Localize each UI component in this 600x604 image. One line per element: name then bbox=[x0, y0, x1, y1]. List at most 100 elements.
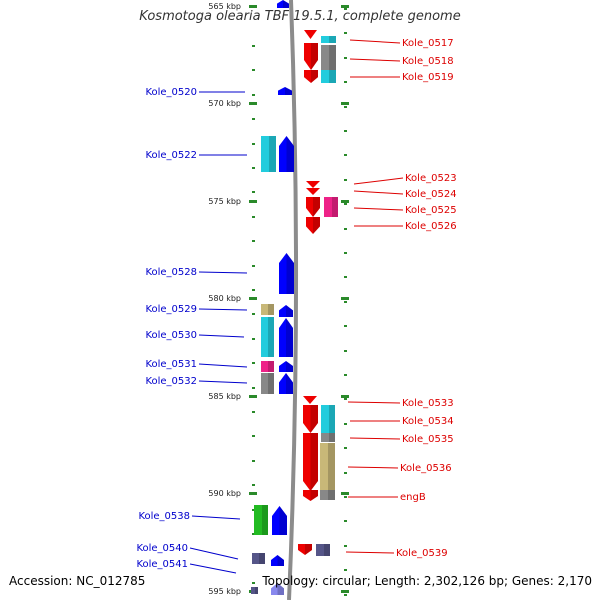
gene-label[interactable]: Kole_0525 bbox=[405, 205, 457, 216]
gene-kole-0538-shade bbox=[279, 506, 287, 535]
major-tick bbox=[249, 395, 257, 398]
gene-kole-0540-shade bbox=[259, 553, 265, 564]
gene-kole-0533 bbox=[303, 396, 317, 404]
minor-tick bbox=[252, 509, 255, 511]
gene-kole-0535-domain-shade bbox=[329, 433, 335, 442]
gene-label[interactable]: Kole_0523 bbox=[405, 173, 457, 184]
gene-kole-0525-domain bbox=[324, 197, 338, 217]
gene-kole-0525-domain-shade bbox=[332, 197, 338, 217]
tick-marks: 565 kbp 570 kbp 575 kbp 580 kbp 585 kbp 590 k… bbox=[208, 2, 349, 596]
leader-line bbox=[198, 363, 248, 368]
major-tick bbox=[341, 102, 349, 105]
minor-tick bbox=[252, 533, 255, 535]
minor-tick bbox=[252, 411, 255, 413]
gene-small-0541b-shade bbox=[255, 587, 258, 594]
major-tick bbox=[249, 297, 257, 300]
gene-label[interactable]: Kole_0531 bbox=[145, 359, 197, 370]
gene-kole-0539 bbox=[298, 544, 312, 555]
minor-tick bbox=[344, 496, 347, 498]
leader-line bbox=[198, 380, 248, 384]
minor-tick bbox=[344, 154, 347, 156]
gene-engb-domain bbox=[320, 490, 335, 500]
gene-kole-0538 bbox=[272, 506, 287, 535]
gene-label[interactable]: Kole_0526 bbox=[405, 221, 457, 232]
gene-label[interactable]: Kole_0528 bbox=[145, 267, 197, 278]
gene-kole-0536-domain-shade bbox=[328, 443, 335, 490]
leader-line bbox=[347, 401, 401, 404]
gene-label[interactable]: Kole_0539 bbox=[396, 548, 448, 559]
gene-kole-0534-shade bbox=[310, 405, 318, 433]
gene-kole-0532-shade bbox=[286, 373, 293, 394]
minor-tick bbox=[252, 191, 255, 193]
gene-label[interactable]: Kole_0538 bbox=[138, 511, 190, 522]
gene-kole-0538-domain bbox=[254, 505, 268, 535]
gene-label[interactable]: Kole_0541 bbox=[136, 559, 188, 570]
gene-kole-0539-domain bbox=[316, 544, 330, 556]
gene-labels: Kole_0520 Kole_0522 Kole_0528 Kole_0529 Kole… bbox=[136, 38, 457, 574]
leader-line bbox=[353, 190, 404, 195]
gene-kole-0538-domain-shade bbox=[262, 505, 268, 535]
gene-kole-0531-shade bbox=[286, 361, 293, 372]
gene-kole-0520 bbox=[278, 87, 292, 95]
minor-tick bbox=[344, 447, 347, 449]
minor-tick bbox=[344, 276, 347, 278]
gene-label[interactable]: Kole_0540 bbox=[136, 543, 188, 554]
minor-tick bbox=[344, 106, 347, 108]
gene-engb-shade bbox=[310, 490, 318, 501]
gene-kole-0528-shade bbox=[286, 253, 294, 294]
gene-forward-arrow-bottom-shade bbox=[277, 583, 284, 595]
tick-label: 580 kbp bbox=[208, 294, 241, 303]
minor-tick bbox=[252, 313, 255, 315]
gene-label[interactable]: Kole_0520 bbox=[145, 87, 197, 98]
leader-line bbox=[349, 437, 401, 440]
gene-label[interactable]: Kole_0534 bbox=[402, 416, 454, 427]
gene-kole-0517-domain-shade bbox=[329, 36, 336, 43]
gene-kole-0532-domain-shade bbox=[268, 373, 274, 394]
tick-label: 590 kbp bbox=[208, 489, 241, 498]
major-tick bbox=[249, 200, 257, 203]
minor-tick bbox=[344, 32, 347, 34]
gene-label[interactable]: Kole_0533 bbox=[402, 398, 454, 409]
minor-tick bbox=[344, 203, 347, 205]
gene-kole-0531 bbox=[279, 361, 293, 372]
gene-kole-0540 bbox=[252, 553, 265, 564]
gene-kole-0536-shade bbox=[310, 433, 318, 491]
gene-kole-0520-shade bbox=[285, 87, 292, 95]
gene-kole-0518-shade bbox=[311, 43, 318, 70]
gene-kole-0541-shade bbox=[277, 555, 284, 566]
leader-line bbox=[189, 547, 239, 560]
minor-tick bbox=[252, 216, 255, 218]
minor-tick bbox=[344, 569, 347, 571]
minor-tick bbox=[252, 582, 255, 584]
major-tick bbox=[341, 395, 349, 398]
gene-label[interactable]: Kole_0519 bbox=[402, 72, 454, 83]
minor-tick bbox=[344, 398, 347, 400]
gene-kole-0529-domain bbox=[261, 304, 274, 315]
gene-label[interactable]: Kole_0524 bbox=[405, 189, 457, 200]
map-title: Kosmotoga olearia TBF 19.5.1, complete g… bbox=[139, 9, 461, 24]
gene-label[interactable]: Kole_0536 bbox=[400, 463, 452, 474]
gene-kole-0532-domain bbox=[261, 373, 274, 394]
minor-tick bbox=[252, 289, 255, 291]
gene-label[interactable]: engB bbox=[400, 492, 426, 503]
major-tick bbox=[249, 492, 257, 495]
gene-label[interactable]: Kole_0517 bbox=[402, 38, 454, 49]
major-tick bbox=[341, 200, 349, 203]
minor-tick bbox=[252, 45, 255, 47]
gene-kole-0519-shade bbox=[311, 70, 318, 83]
minor-tick bbox=[252, 362, 255, 364]
gene-kole-0522 bbox=[279, 136, 294, 172]
gene-kole-0526 bbox=[306, 217, 320, 234]
major-tick bbox=[249, 5, 257, 8]
gene-kole-0536 bbox=[303, 433, 318, 491]
gene-label[interactable]: Kole_0530 bbox=[145, 330, 197, 341]
gene-engb-domain-shade bbox=[328, 490, 335, 500]
gene-label[interactable]: Kole_0532 bbox=[145, 376, 197, 387]
gene-label[interactable]: Kole_0518 bbox=[402, 56, 454, 67]
minor-tick bbox=[344, 374, 347, 376]
leader-line bbox=[198, 271, 248, 274]
gene-kole-0536-domain bbox=[320, 443, 335, 490]
gene-label[interactable]: Kole_0522 bbox=[145, 150, 197, 161]
gene-label[interactable]: Kole_0535 bbox=[402, 434, 454, 445]
gene-label[interactable]: Kole_0529 bbox=[145, 304, 197, 315]
